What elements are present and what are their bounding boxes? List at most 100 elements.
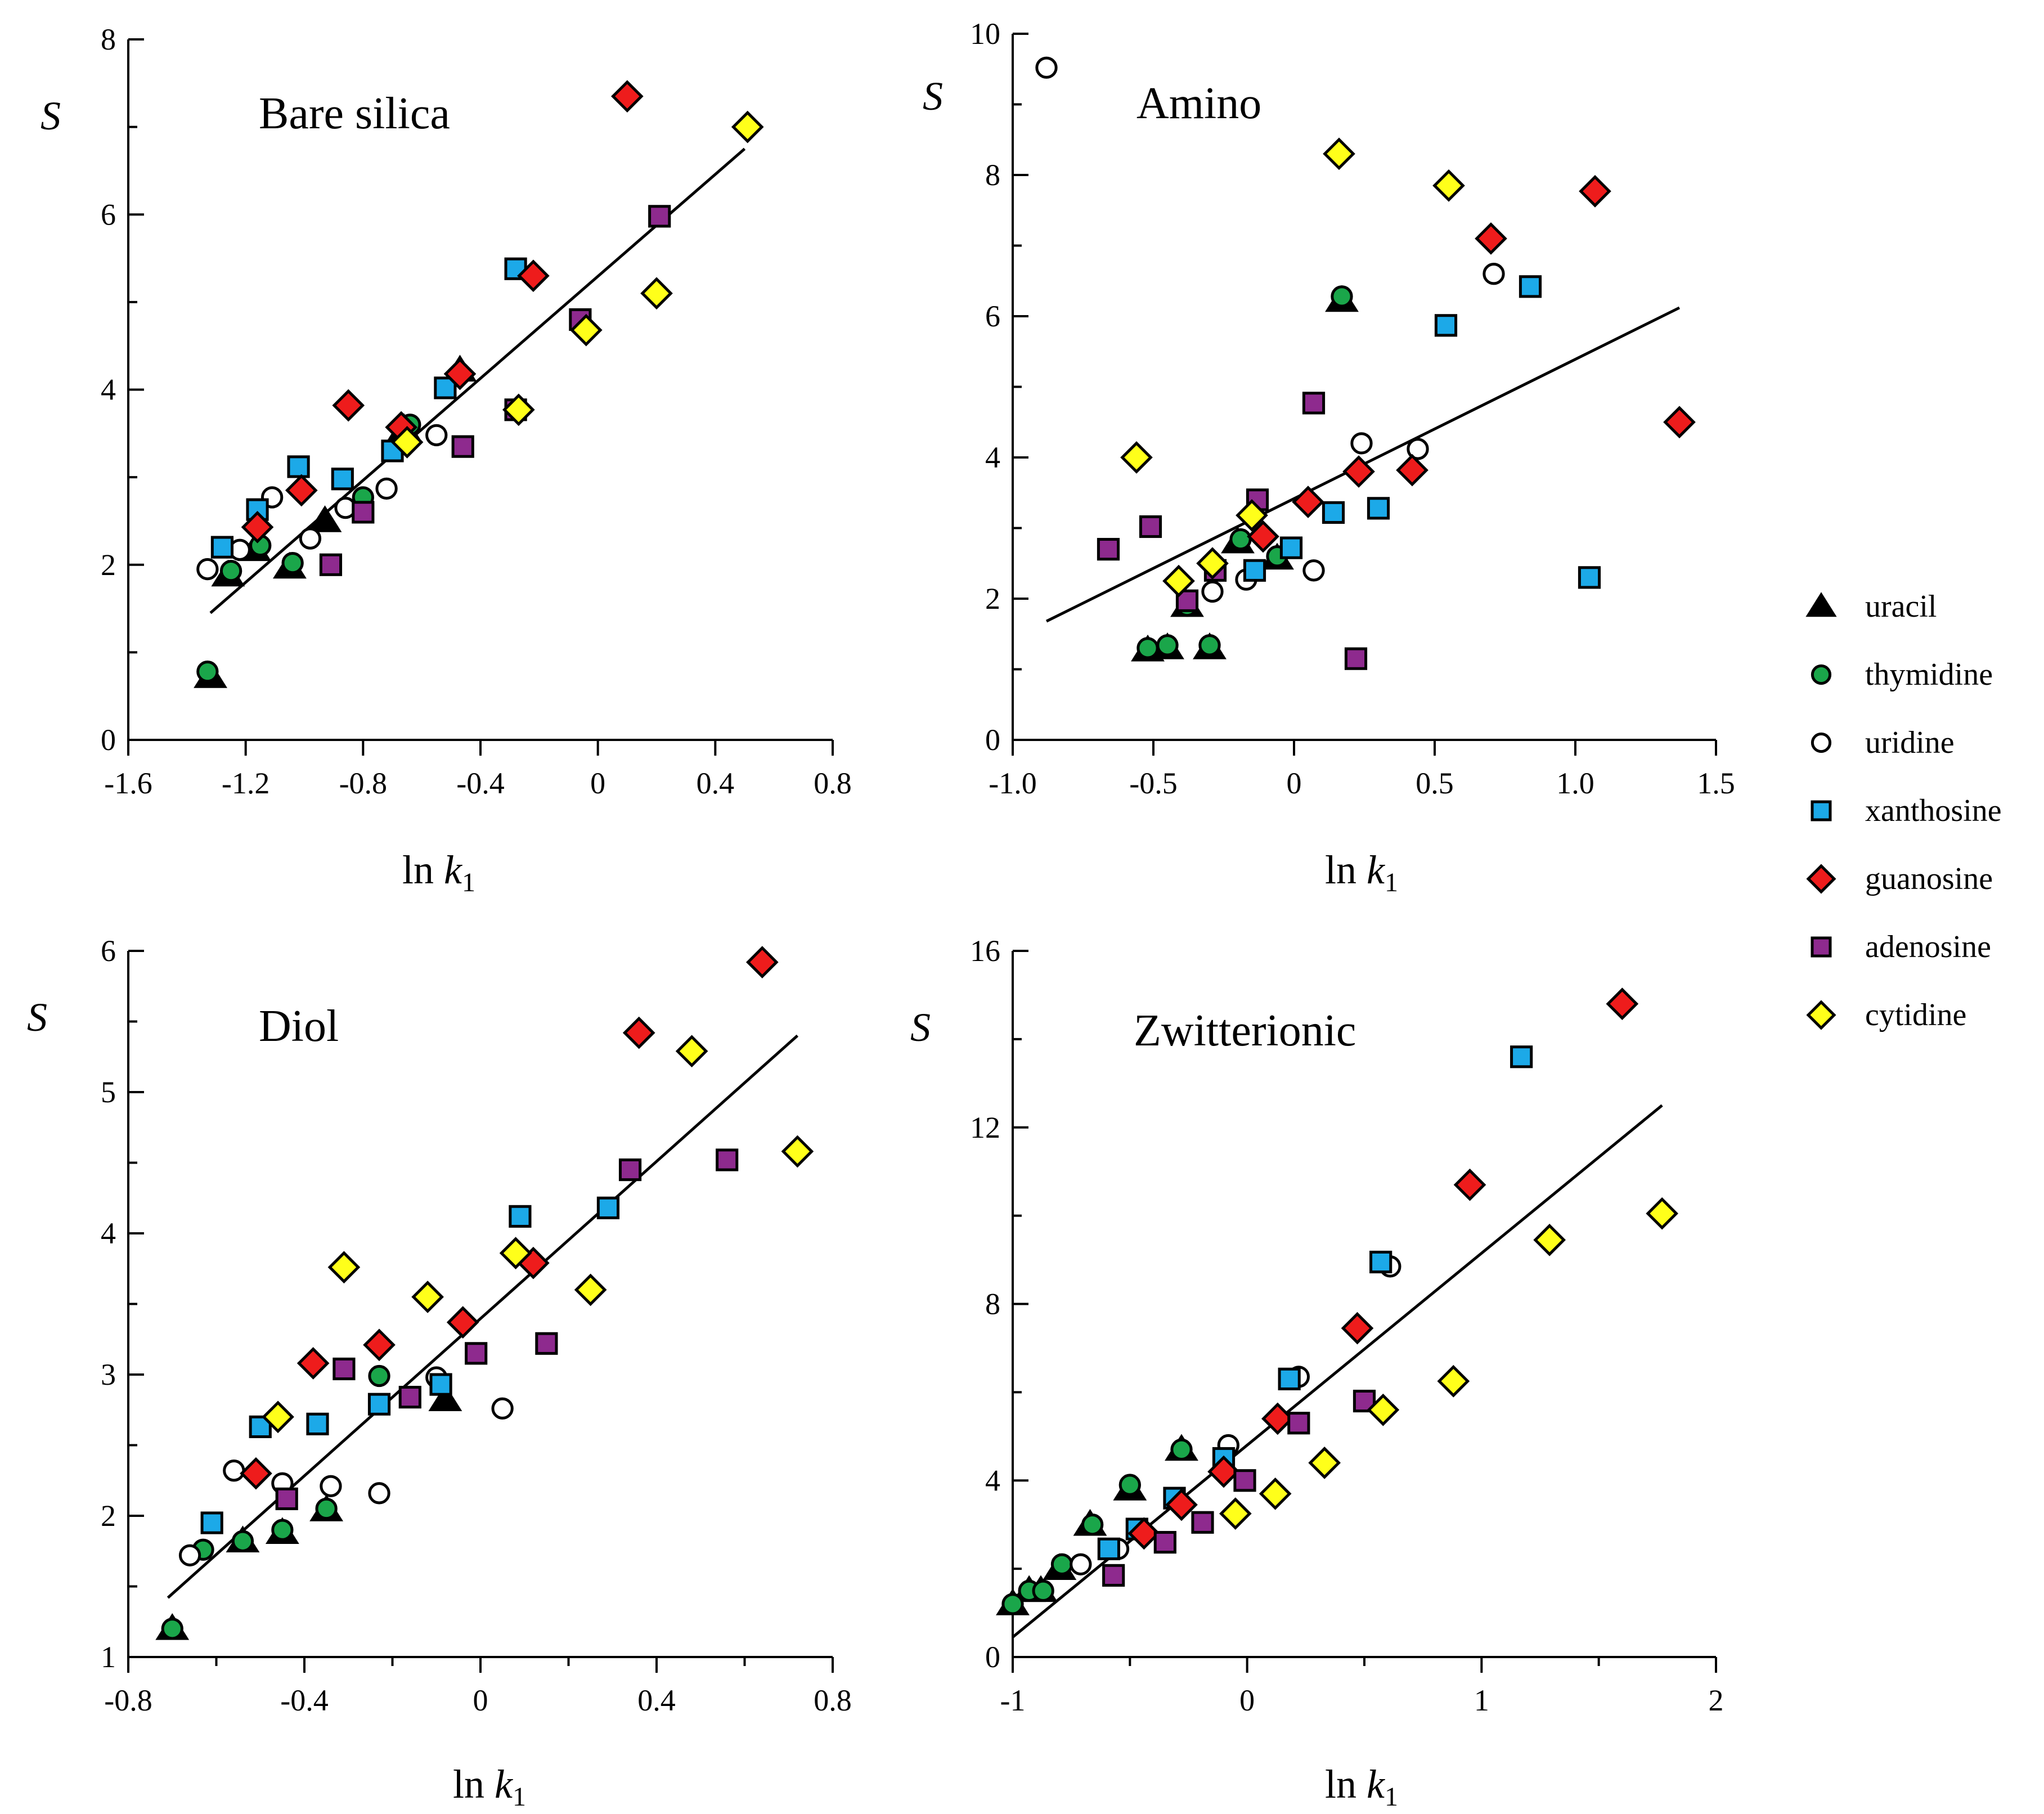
data-point-uridine (1035, 56, 1058, 79)
data-point-guanosine (240, 1457, 272, 1490)
data-point-adenosine (333, 1357, 356, 1381)
data-point-cytidine (499, 1237, 532, 1269)
y-tick-label: 2 (101, 1499, 116, 1533)
data-point-xanthosine (1510, 1045, 1533, 1068)
data-point-xanthosine (1278, 1367, 1301, 1390)
data-point-guanosine (241, 510, 274, 544)
chart-panel-diol: Diol S ln k1 1 2 3 4 5 6 -0.8 -0.4 0 0.4 0.8 (27, 934, 852, 1812)
y-tick-label: 12 (970, 1111, 1000, 1144)
data-point-xanthosine (1434, 314, 1458, 337)
data-point-adenosine (648, 205, 671, 228)
data-point-guanosine (1127, 1517, 1161, 1550)
legend-label-cytidine: cytidine (1865, 998, 1966, 1032)
data-point-uridine (196, 558, 219, 581)
x-tick-label: 1.5 (1697, 766, 1735, 800)
panel-title: Bare silica (259, 89, 450, 138)
data-point-adenosine (319, 553, 343, 576)
x-tick-label: 1.0 (1556, 766, 1594, 800)
legend-label-uracil: uracil (1865, 589, 1937, 624)
legend-marker-adenosine (1811, 936, 1832, 958)
legend-label-thymidine: thymidine (1865, 657, 1993, 692)
data-point-guanosine (1579, 175, 1611, 208)
data-point-adenosine (465, 1342, 488, 1365)
data-point-guanosine (285, 474, 318, 507)
data-point-cytidine (640, 277, 673, 310)
y-tick-label: 2 (101, 548, 116, 582)
data-point-uridine (491, 1397, 514, 1420)
y-axis-label: S (923, 74, 943, 119)
y-tick-label: 6 (101, 934, 116, 968)
legend: uracil thymidine uridine xanthosine guanosin… (1805, 589, 2002, 1032)
x-tick-label: -0.5 (1129, 766, 1177, 800)
data-point-cytidine (1533, 1223, 1566, 1256)
data-point-uridine (1407, 438, 1429, 460)
data-point-thymidine (1118, 1474, 1141, 1496)
y-axis-label: S (910, 1005, 931, 1050)
data-point-cytidine (1437, 1364, 1470, 1398)
data-point-xanthosine (287, 455, 310, 478)
y-tick-label: 3 (101, 1358, 116, 1391)
x-tick-label: 0.4 (697, 766, 735, 800)
y-tick-label: 8 (985, 158, 1000, 192)
x-tick-label: -1.2 (222, 766, 269, 800)
data-point-guanosine (363, 1328, 396, 1362)
data-point-guanosine (1475, 222, 1507, 255)
legend-marker-xanthosine (1811, 800, 1832, 821)
data-point-cytidine (502, 393, 535, 426)
panel-title: Amino (1136, 79, 1261, 128)
data-point-guanosine (1663, 406, 1696, 439)
data-point-uracil (428, 1384, 462, 1412)
x-axis-label: ln k1 (402, 847, 475, 897)
data-point-cytidine (574, 1273, 607, 1306)
x-tick-label: -1.0 (989, 766, 1036, 800)
data-point-adenosine (1139, 515, 1162, 538)
x-tick-label: 1 (1474, 1683, 1489, 1717)
x-tick-label: -0.4 (456, 766, 504, 800)
data-point-xanthosine (306, 1412, 329, 1435)
fit-line (167, 1034, 799, 1599)
data-point-cytidine (569, 313, 603, 347)
data-point-uracil (308, 505, 342, 532)
data-point-thymidine (1229, 528, 1252, 551)
data-point-adenosine (1302, 392, 1326, 415)
legend-label-guanosine: guanosine (1865, 861, 1993, 896)
data-point-thymidine (161, 1618, 183, 1640)
data-point-uridine (178, 1544, 201, 1566)
x-tick-label: -1.6 (104, 766, 152, 800)
legend-marker-cytidine (1806, 1000, 1836, 1030)
data-point-thymidine (1198, 634, 1221, 657)
data-point-thymidine (315, 1497, 338, 1520)
data-point-thymidine (1081, 1514, 1104, 1536)
data-point-thymidine (196, 660, 219, 683)
data-point-adenosine (1191, 1511, 1214, 1534)
y-tick-label: 0 (985, 1640, 1000, 1674)
data-point-cytidine (1367, 1393, 1400, 1426)
data-point-uridine (425, 424, 448, 447)
data-point-uridine (368, 1482, 390, 1505)
x-tick-label: -1 (1000, 1683, 1026, 1717)
data-point-adenosine (716, 1148, 739, 1171)
data-point-cytidine (1120, 441, 1153, 474)
y-tick-label: 16 (970, 934, 1000, 968)
data-point-xanthosine (331, 468, 354, 491)
x-tick-label: -0.8 (104, 1683, 152, 1717)
data-point-xanthosine (1519, 275, 1542, 298)
data-point-guanosine (297, 1347, 330, 1380)
y-axis-label: S (41, 93, 61, 138)
data-point-xanthosine (1322, 501, 1345, 524)
x-tick-label: 0.4 (637, 1683, 676, 1717)
y-tick-label: 4 (101, 1216, 116, 1250)
data-point-cytidine (1219, 1497, 1252, 1530)
chart-panel-bare-silica: Bare silica S ln k1 0 2 4 6 8 -1.6 -1.2 -0.8 -0.… (41, 23, 852, 897)
data-point-uridine (1350, 432, 1373, 455)
data-point-xanthosine (367, 1393, 391, 1416)
data-point-guanosine (517, 259, 550, 293)
data-point-guanosine (1606, 987, 1639, 1020)
y-tick-label: 8 (985, 1287, 1000, 1321)
data-point-guanosine (1342, 455, 1375, 488)
y-axis-label: S (27, 995, 47, 1040)
legend-label-xanthosine: xanthosine (1865, 793, 2002, 828)
data-point-cytidine (1323, 137, 1355, 170)
data-point-adenosine (618, 1158, 642, 1182)
y-tick-label: 6 (101, 197, 116, 231)
